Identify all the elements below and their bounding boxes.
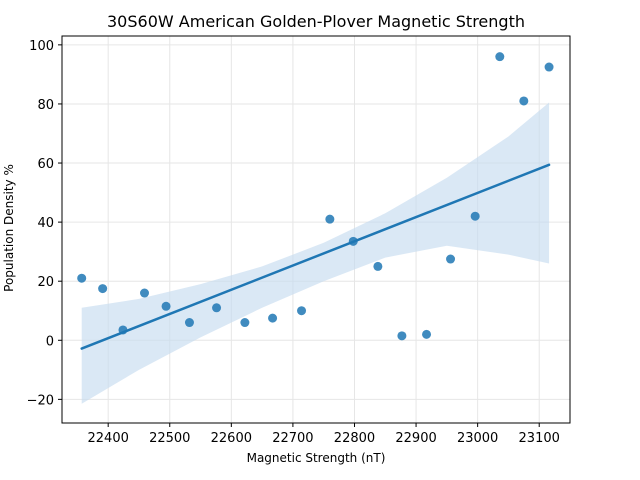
data-point bbox=[140, 288, 150, 298]
y-tick-label: −20 bbox=[27, 393, 54, 408]
data-point bbox=[348, 236, 358, 246]
x-tick-label: 23000 bbox=[457, 431, 498, 446]
data-point bbox=[446, 254, 456, 264]
regression-line bbox=[80, 163, 551, 350]
y-tick-label: 100 bbox=[29, 39, 54, 54]
data-point bbox=[397, 331, 407, 341]
data-point bbox=[240, 318, 250, 328]
x-tick-label: 22800 bbox=[334, 431, 375, 446]
y-tick-label: 0 bbox=[46, 334, 54, 349]
points-layer bbox=[77, 52, 554, 341]
data-point bbox=[470, 211, 480, 221]
data-point bbox=[297, 306, 307, 316]
x-axis-label: Magnetic Strength (nT) bbox=[247, 451, 386, 465]
x-tick-label: 22700 bbox=[272, 431, 313, 446]
data-point bbox=[544, 62, 554, 72]
data-point bbox=[118, 325, 128, 335]
data-point bbox=[98, 284, 108, 294]
x-tick-label: 22600 bbox=[211, 431, 252, 446]
confidence-band bbox=[81, 102, 550, 404]
data-point bbox=[184, 318, 194, 328]
data-point bbox=[495, 52, 505, 62]
x-tick-label: 23100 bbox=[519, 431, 560, 446]
data-point bbox=[77, 273, 87, 283]
data-point bbox=[519, 96, 529, 106]
y-axis-label: Population Density % bbox=[2, 164, 16, 292]
x-axis: 22400 22500 22600 22700 22800 22900 23000 23100 bbox=[88, 423, 560, 446]
data-point bbox=[212, 303, 222, 313]
y-axis: −20 0 20 40 60 80 100 bbox=[27, 39, 62, 408]
data-point bbox=[373, 261, 383, 271]
data-point bbox=[325, 214, 335, 224]
data-point bbox=[268, 313, 278, 323]
x-tick-label: 22400 bbox=[88, 431, 129, 446]
y-tick-label: 80 bbox=[37, 98, 54, 113]
x-tick-label: 22900 bbox=[395, 431, 436, 446]
y-tick-label: 40 bbox=[37, 216, 54, 231]
y-tick-label: 20 bbox=[37, 275, 54, 290]
chart-title: 30S60W American Golden-Plover Magnetic S… bbox=[107, 12, 525, 31]
y-tick-label: 60 bbox=[37, 157, 54, 172]
data-point bbox=[161, 301, 171, 311]
confidence-band-layer bbox=[81, 102, 550, 404]
x-tick-label: 22500 bbox=[149, 431, 190, 446]
data-point bbox=[422, 329, 432, 339]
plot-area bbox=[61, 35, 571, 424]
regression-layer bbox=[80, 163, 551, 350]
